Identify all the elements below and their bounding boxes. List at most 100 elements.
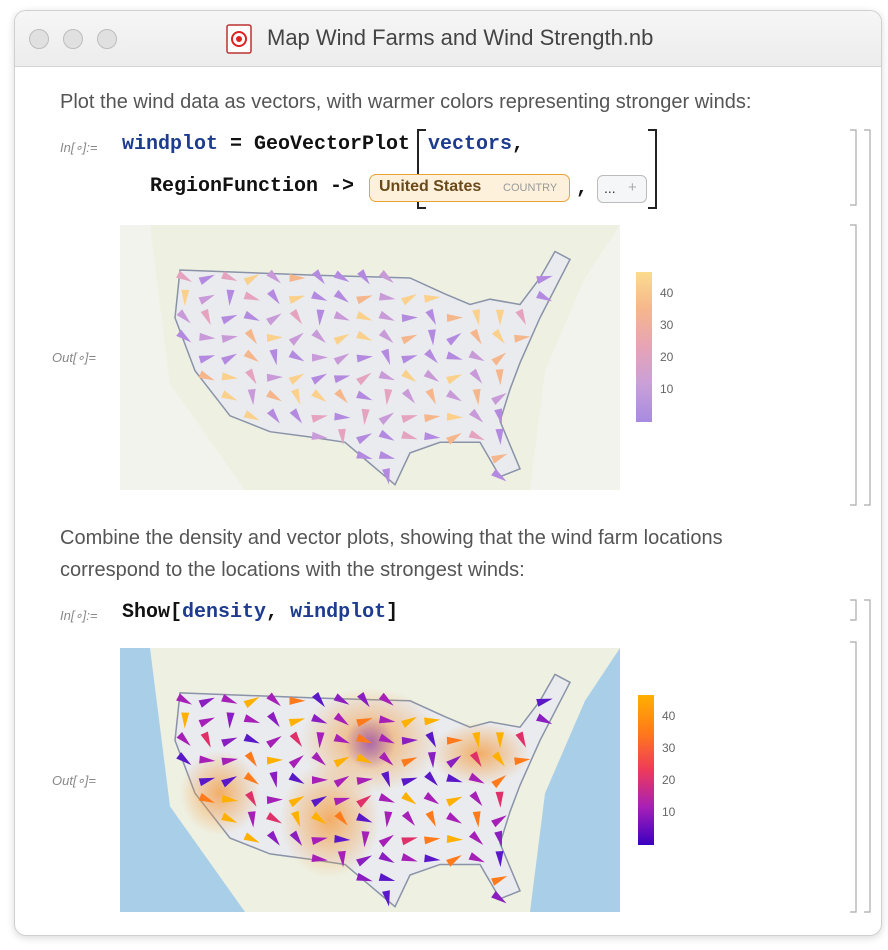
wind-arrow xyxy=(424,348,438,364)
density-blob xyxy=(430,721,530,786)
wind-arrow xyxy=(311,431,328,440)
wind-arrow xyxy=(334,810,348,826)
code-line: RegionFunction -> xyxy=(150,175,366,198)
notebook-icon xyxy=(226,24,252,54)
wind-arrow xyxy=(333,333,350,345)
wind-arrow xyxy=(401,810,415,826)
wind-arrow xyxy=(266,812,282,824)
close-button[interactable] xyxy=(29,29,49,49)
wind-arrow xyxy=(316,309,325,326)
wind-arrow xyxy=(288,718,306,727)
wind-arrow xyxy=(491,468,507,482)
wind-arrow xyxy=(469,751,482,768)
wind-arrow xyxy=(472,731,481,749)
wind-arrow xyxy=(536,698,553,707)
wind-arrow xyxy=(245,790,257,807)
wind-arrow xyxy=(446,835,463,844)
wind-arrow xyxy=(401,388,415,404)
wind-arrow xyxy=(288,755,304,769)
wind-arrow xyxy=(288,295,306,304)
wind-arrow xyxy=(311,414,328,423)
us-outline xyxy=(174,250,572,486)
wind-arrow xyxy=(247,811,256,828)
wind-arrow xyxy=(424,771,438,786)
wind-arrow xyxy=(243,832,260,843)
wind-arrow xyxy=(378,412,395,425)
wind-arrow xyxy=(382,468,390,485)
wind-arrow xyxy=(378,329,394,344)
wind-arrow xyxy=(382,890,390,907)
wind-arrow xyxy=(425,810,436,827)
wind-arrow xyxy=(423,792,440,805)
wind-arrow xyxy=(424,836,441,845)
wind-arrow xyxy=(337,428,346,445)
wind-arrow xyxy=(356,733,373,744)
close-bracket xyxy=(648,129,657,209)
wind-arrow xyxy=(245,368,257,385)
wind-arrow xyxy=(446,796,463,807)
wind-arrow xyxy=(269,771,278,788)
wind-arrow xyxy=(424,414,441,423)
wind-arrow xyxy=(288,332,304,346)
code-token: -> xyxy=(318,175,367,198)
wind-arrow xyxy=(198,294,215,305)
entity-box[interactable]: United States COUNTRY xyxy=(369,174,570,202)
wind-arrow xyxy=(266,389,282,402)
legend-tick-label: 10 xyxy=(660,382,674,396)
wind-arrow xyxy=(401,837,418,846)
wind-arrow xyxy=(221,812,238,823)
wind-arrow xyxy=(243,291,261,301)
wind-arrow xyxy=(311,692,325,708)
wind-arrow xyxy=(244,751,257,767)
wind-arrow xyxy=(356,295,373,305)
wind-arrow xyxy=(333,375,351,384)
code-token: , xyxy=(266,601,291,624)
wind-arrow xyxy=(424,717,441,726)
window-title: Map Wind Farms and Wind Strength.nb xyxy=(267,25,654,50)
wind-arrow xyxy=(446,432,462,445)
minimize-button[interactable] xyxy=(63,29,83,49)
wind-arrow xyxy=(356,450,373,460)
wind-arrow xyxy=(333,289,349,303)
wind-arrow xyxy=(515,731,526,748)
wind-arrow xyxy=(446,812,462,824)
zoom-button[interactable] xyxy=(97,29,117,49)
wind-arrow xyxy=(198,717,215,728)
density-blob xyxy=(180,750,260,836)
entity-name: United States xyxy=(379,178,482,195)
code-line: Show[density, windplot] xyxy=(122,601,398,624)
wind-arrow xyxy=(356,330,373,341)
wind-arrow xyxy=(378,851,395,863)
wind-arrow xyxy=(311,373,328,385)
more-options: ... xyxy=(604,180,616,196)
wind-arrow xyxy=(198,792,215,803)
wind-arrow xyxy=(491,328,505,344)
legend-tick-label: 30 xyxy=(662,741,676,755)
wind-arrow xyxy=(291,388,301,405)
wind-arrow xyxy=(267,711,280,728)
wind-arrow xyxy=(491,815,507,828)
wind-arrow xyxy=(425,388,436,405)
wind-arrow xyxy=(176,329,192,343)
code-token: GeoVectorPlot xyxy=(254,133,411,156)
wind-arrow xyxy=(198,355,216,364)
add-option: + xyxy=(628,179,637,196)
wind-arrow xyxy=(427,751,436,769)
cell-brackets xyxy=(850,129,871,913)
wind-arrow xyxy=(244,328,257,345)
entity-kind: COUNTRY xyxy=(503,182,558,194)
wind-arrow xyxy=(491,890,507,904)
wind-arrow xyxy=(356,855,373,867)
wind-arrow xyxy=(424,294,441,303)
wind-arrow xyxy=(176,309,191,324)
wind-arrow xyxy=(469,368,483,384)
wind-arrow xyxy=(333,693,350,705)
wind-arrow xyxy=(446,389,462,402)
wind-arrow xyxy=(267,289,280,305)
wind-arrow xyxy=(311,795,328,808)
options-box[interactable]: ... + xyxy=(597,175,647,203)
wind-arrow xyxy=(491,875,508,886)
wind-arrow xyxy=(446,332,462,346)
wind-arrow xyxy=(356,354,373,363)
